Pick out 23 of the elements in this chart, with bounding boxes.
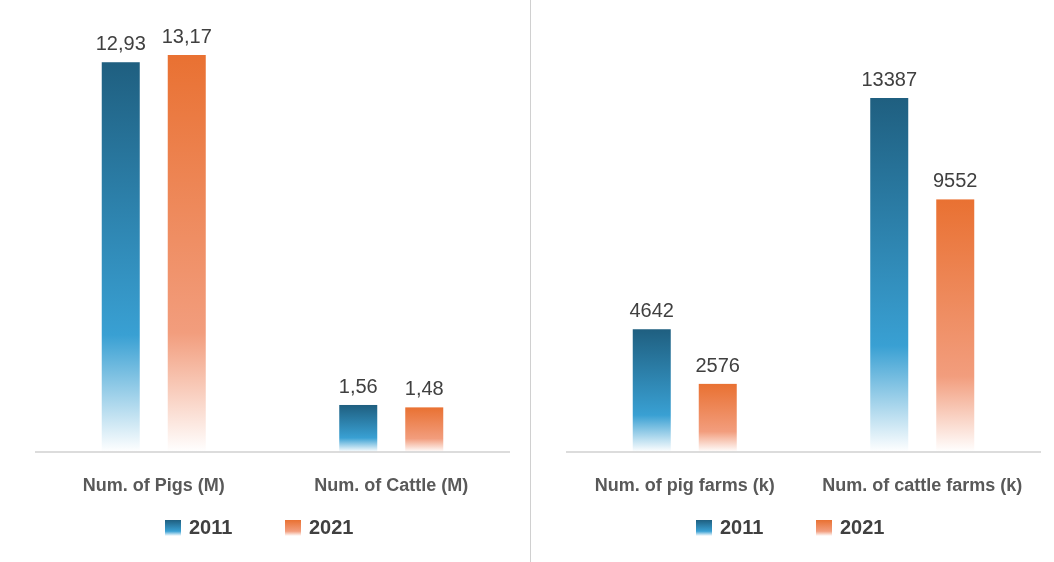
bar bbox=[632, 329, 671, 452]
data-label: 9552 bbox=[933, 169, 978, 192]
bar bbox=[698, 383, 737, 452]
data-label: 12,93 bbox=[95, 32, 146, 55]
data-label: 4642 bbox=[629, 299, 674, 322]
data-label: 13,17 bbox=[161, 25, 212, 47]
data-label: 2576 bbox=[695, 353, 740, 376]
bar bbox=[405, 407, 444, 452]
x-tick-label: Num. of pig farms (k) bbox=[594, 475, 775, 495]
bar bbox=[339, 404, 378, 452]
legend-label: 2021 bbox=[309, 516, 354, 538]
x-tick-label: Num. of cattle farms (k) bbox=[822, 475, 1023, 495]
x-tick-label: Num. of Pigs (M) bbox=[82, 475, 225, 495]
data-label: 1,48 bbox=[404, 377, 444, 400]
legend-label: 2011 bbox=[720, 516, 764, 538]
legend-label: 2011 bbox=[189, 516, 233, 538]
bar bbox=[870, 98, 909, 452]
data-label: 13387 bbox=[861, 68, 918, 90]
bar bbox=[101, 62, 140, 452]
x-tick-label: Num. of Cattle (M) bbox=[314, 475, 469, 495]
legend-label: 2021 bbox=[840, 516, 885, 538]
bar bbox=[936, 199, 975, 452]
data-label: 1,56 bbox=[338, 374, 378, 397]
